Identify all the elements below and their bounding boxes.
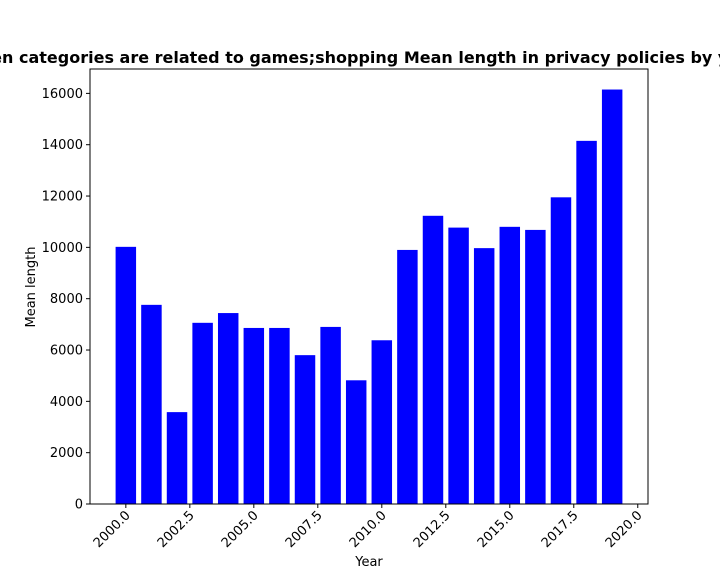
- bar-2016: [525, 229, 546, 504]
- bar-2002: [166, 412, 188, 504]
- y-tick-label: 6000: [50, 344, 83, 359]
- x-tick-label: 2007.5: [283, 508, 326, 551]
- bar-2008: [320, 326, 341, 504]
- x-tick-label: 2010.0: [347, 508, 390, 551]
- y-tick-label: 12000: [42, 190, 83, 205]
- x-tick-label: 2017.5: [539, 508, 582, 551]
- y-tick-label: 0: [75, 498, 83, 513]
- x-tick-label: 2005.0: [219, 508, 262, 551]
- x-tick-label: 2012.5: [411, 508, 454, 551]
- bar-2005: [243, 327, 265, 504]
- bar-2014: [473, 248, 495, 504]
- bar-2015: [499, 226, 521, 505]
- bar-2007: [294, 355, 316, 504]
- bar-2013: [448, 227, 469, 504]
- y-axis: 0 2000 4000 6000 8000 10000 12000 14000 16000: [42, 87, 90, 513]
- bar-2010: [371, 340, 393, 504]
- bar-2017: [550, 197, 572, 504]
- bar-2009: [345, 380, 367, 504]
- y-tick-label: 14000: [42, 138, 83, 153]
- x-tick-label: 2020.0: [603, 508, 646, 551]
- y-axis-label: Mean length: [24, 247, 39, 328]
- bar-2001: [141, 304, 162, 504]
- y-tick-label: 8000: [50, 292, 83, 307]
- bar-2004: [217, 313, 239, 504]
- x-axis: 2000.0 2002.5 2005.0 2007.5 2010.0 2012.5 2015…: [91, 504, 646, 551]
- bar-2011: [397, 249, 418, 504]
- x-tick-label: 2002.5: [155, 508, 198, 551]
- bar-2019: [601, 89, 623, 504]
- bar-2000: [115, 246, 137, 505]
- bar-2018: [576, 140, 597, 505]
- y-tick-label: 4000: [50, 395, 83, 410]
- bar-2003: [192, 322, 213, 504]
- plot-area-frame: [89, 68, 649, 505]
- y-tick-label: 10000: [42, 241, 83, 256]
- x-tick-label: 2015.0: [475, 508, 518, 551]
- bar-2012: [422, 215, 444, 505]
- y-tick-label: 2000: [50, 446, 83, 461]
- bar-2006: [269, 327, 290, 504]
- x-tick-label: 2000.0: [91, 508, 134, 551]
- x-axis-label: Year: [354, 555, 383, 570]
- y-tick-label: 16000: [42, 87, 83, 102]
- chart-title: When categories are related to games;sho…: [0, 48, 720, 67]
- bars-group: [115, 89, 623, 505]
